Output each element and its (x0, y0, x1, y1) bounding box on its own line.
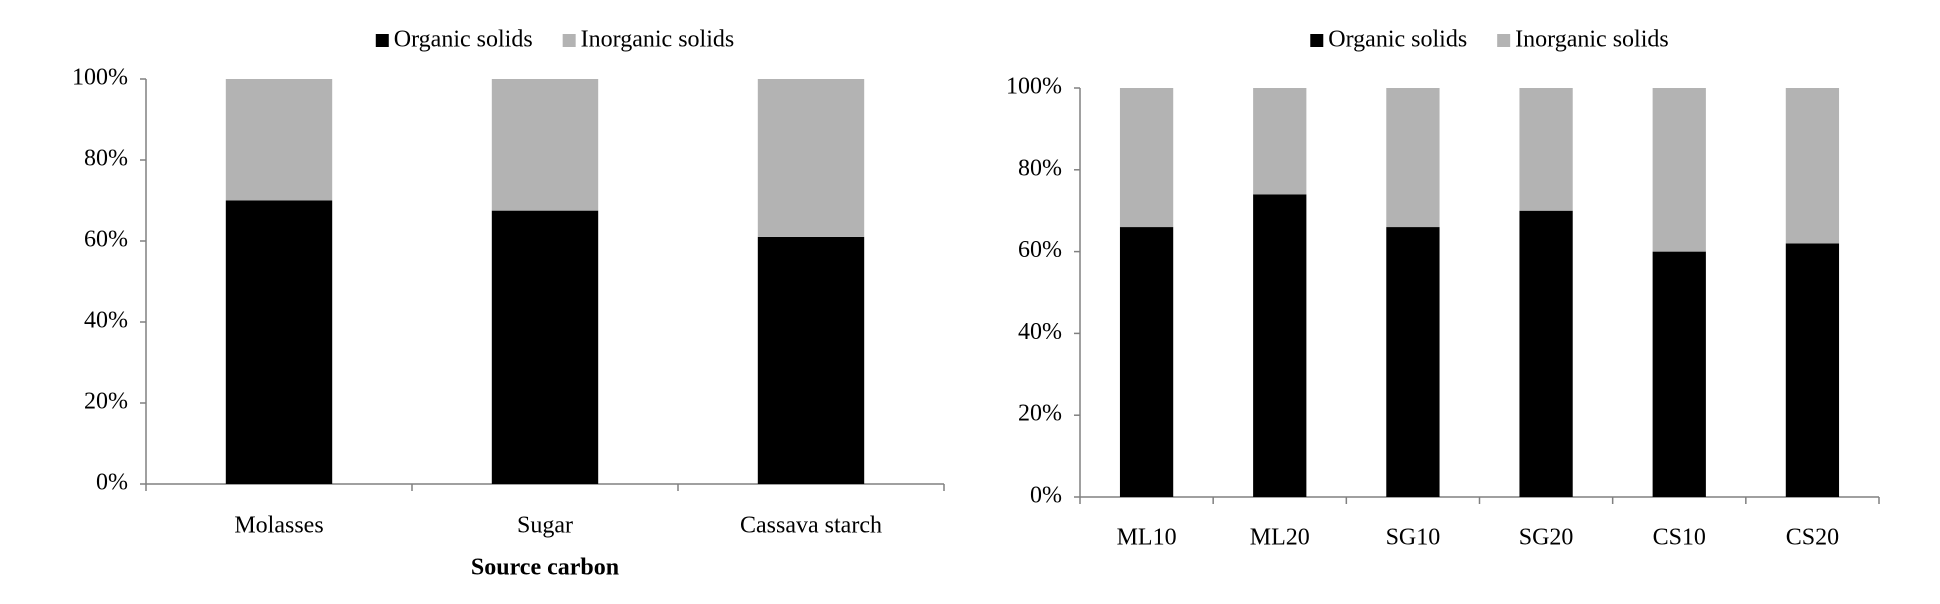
bar-segment (1119, 88, 1174, 228)
bar-segment (1119, 227, 1174, 497)
x-tick-label: ML20 (1250, 525, 1310, 551)
x-tick-label: ML10 (1117, 525, 1177, 551)
bar-segment (491, 210, 599, 484)
legend-label: Organic solids (1328, 27, 1467, 53)
y-tick-label: 80% (1018, 155, 1062, 181)
x-axis-label: Source carbon (471, 555, 619, 581)
legend-swatch (1497, 34, 1511, 47)
y-tick-label: 0% (1030, 483, 1062, 509)
bar-segment (1253, 88, 1307, 195)
legend-label: Organic solids (394, 27, 533, 53)
legend-label: Inorganic solids (581, 27, 735, 53)
bar-segment (757, 79, 865, 237)
bar-segment (1785, 88, 1840, 244)
y-tick-label: 100% (72, 65, 128, 91)
bar-segment (1652, 251, 1706, 497)
y-tick-label: 40% (1018, 319, 1062, 345)
bar-segment (1253, 194, 1307, 497)
x-tick-label: CS20 (1786, 525, 1839, 551)
legend-swatch (562, 34, 576, 47)
bar-segment (1519, 88, 1573, 211)
x-tick-label: Cassava starch (740, 513, 882, 539)
bar-segment (1386, 227, 1440, 497)
y-tick-label: 60% (1018, 237, 1062, 263)
bar-segment (1785, 243, 1840, 497)
y-tick-label: 80% (84, 146, 128, 172)
bar-segment (1386, 88, 1440, 228)
y-tick-label: 20% (1018, 401, 1062, 427)
x-tick-label: SG20 (1519, 525, 1574, 551)
y-tick-label: 0% (96, 470, 128, 496)
bar-segment (225, 200, 333, 484)
x-tick-label: Sugar (517, 513, 573, 539)
x-tick-label: SG10 (1386, 525, 1441, 551)
bar-segment (1519, 210, 1573, 497)
bar-segment (225, 79, 333, 201)
y-tick-label: 40% (84, 308, 128, 334)
legend-swatch (375, 34, 389, 47)
legend-swatch (1310, 34, 1324, 47)
y-tick-label: 60% (84, 227, 128, 253)
y-tick-label: 100% (1006, 74, 1062, 100)
y-tick-label: 20% (84, 389, 128, 415)
x-tick-label: Molasses (234, 513, 323, 539)
bar-segment (491, 79, 599, 211)
x-tick-label: CS10 (1653, 525, 1706, 551)
bar-segment (757, 236, 865, 484)
legend-label: Inorganic solids (1515, 27, 1669, 53)
bar-segment (1652, 88, 1706, 252)
